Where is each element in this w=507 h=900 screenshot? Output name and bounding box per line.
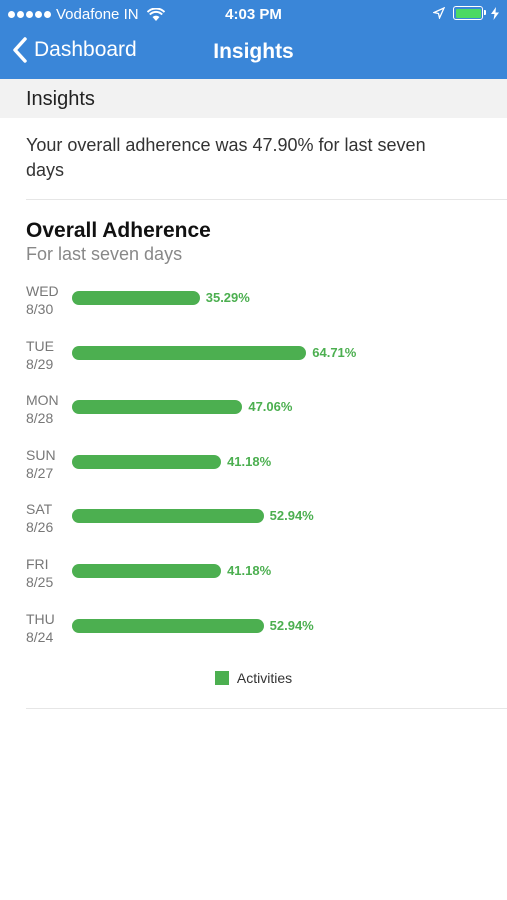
data-label: 52.94% [269,508,314,524]
bar [72,509,264,524]
divider [26,199,507,200]
tick-label-day: MON [26,392,59,409]
chart-title: Overall Adherence [26,219,211,242]
navigation-bar: Dashboard Insights [0,28,507,79]
chart-row: THU 8/24 52.94% [0,610,507,650]
chart-row: SUN 8/27 41.18% [0,446,507,486]
section-title: Insights [26,88,95,110]
legend-label: Activities [236,670,293,686]
chart-row: SAT 8/26 52.94% [0,500,507,540]
bar [72,454,222,469]
bar [72,564,222,578]
chart-row: WED 8/30 35.29% [0,282,507,322]
charging-bolt-icon [491,6,499,20]
chart-subtitle: For last seven days [26,244,183,264]
status-left: Vodafone IN [8,6,165,23]
bar [72,618,264,633]
wifi-icon [146,7,165,21]
header: Vodafone IN 4:03 PM Dashboard Insight [0,0,507,79]
data-label: 47.06% [248,399,293,415]
tick-label: FRI 8/25 [26,555,53,591]
tick-label-day: FRI [26,556,49,572]
tick-label-day: SUN [26,446,56,463]
back-button[interactable]: Dashboard [12,37,137,63]
legend-swatch [214,671,229,685]
signal-strength-icon [8,11,51,18]
status-bar: Vodafone IN 4:03 PM [0,0,507,28]
tick-label: SUN 8/27 [26,446,56,482]
tick-label-day: SAT [26,501,53,518]
bar [72,345,307,360]
data-label: 64.71% [312,344,357,360]
chart-legend: Activities [0,670,507,686]
tick-label-date: 8/28 [26,410,54,427]
bar [72,291,200,305]
chart-row: TUE 8/29 64.71% [0,337,507,377]
carrier-name: Vodafone IN [56,6,139,23]
section-header: Insights [0,79,507,118]
tick-label-date: 8/25 [26,574,54,590]
tick-label-day: THU [26,610,55,627]
tick-label-date: 8/26 [26,519,54,536]
tick-label: SAT 8/26 [26,500,53,536]
location-arrow-icon [433,7,445,19]
tick-label-date: 8/24 [26,628,54,645]
tick-label-date: 8/30 [26,301,54,317]
data-label: 35.29% [205,290,250,305]
divider [26,708,507,709]
tick-label: MON 8/28 [26,391,59,427]
data-label: 52.94% [269,617,314,633]
tick-label-date: 8/27 [26,464,54,481]
adherence-summary: Your overall adherence was 47.90% for la… [26,135,426,180]
tick-label: THU 8/24 [26,610,55,646]
status-time: 4:03 PM [225,6,282,23]
bar [72,400,243,415]
battery-icon [453,6,486,20]
status-right [433,6,499,20]
tick-label-date: 8/29 [26,355,54,372]
chart-row: MON 8/28 47.06% [0,391,507,431]
tick-label: WED 8/30 [26,282,59,318]
tick-label-day: WED [26,283,59,299]
tick-label-day: TUE [26,337,54,354]
data-label: 41.18% [227,453,272,469]
data-label: 41.18% [227,563,272,578]
chevron-left-icon [13,37,27,63]
nav-title: Insights [213,40,294,63]
chart-row: FRI 8/25 41.18% [0,555,507,595]
tick-label: TUE 8/29 [26,337,54,373]
back-button-label: Dashboard [34,38,137,61]
